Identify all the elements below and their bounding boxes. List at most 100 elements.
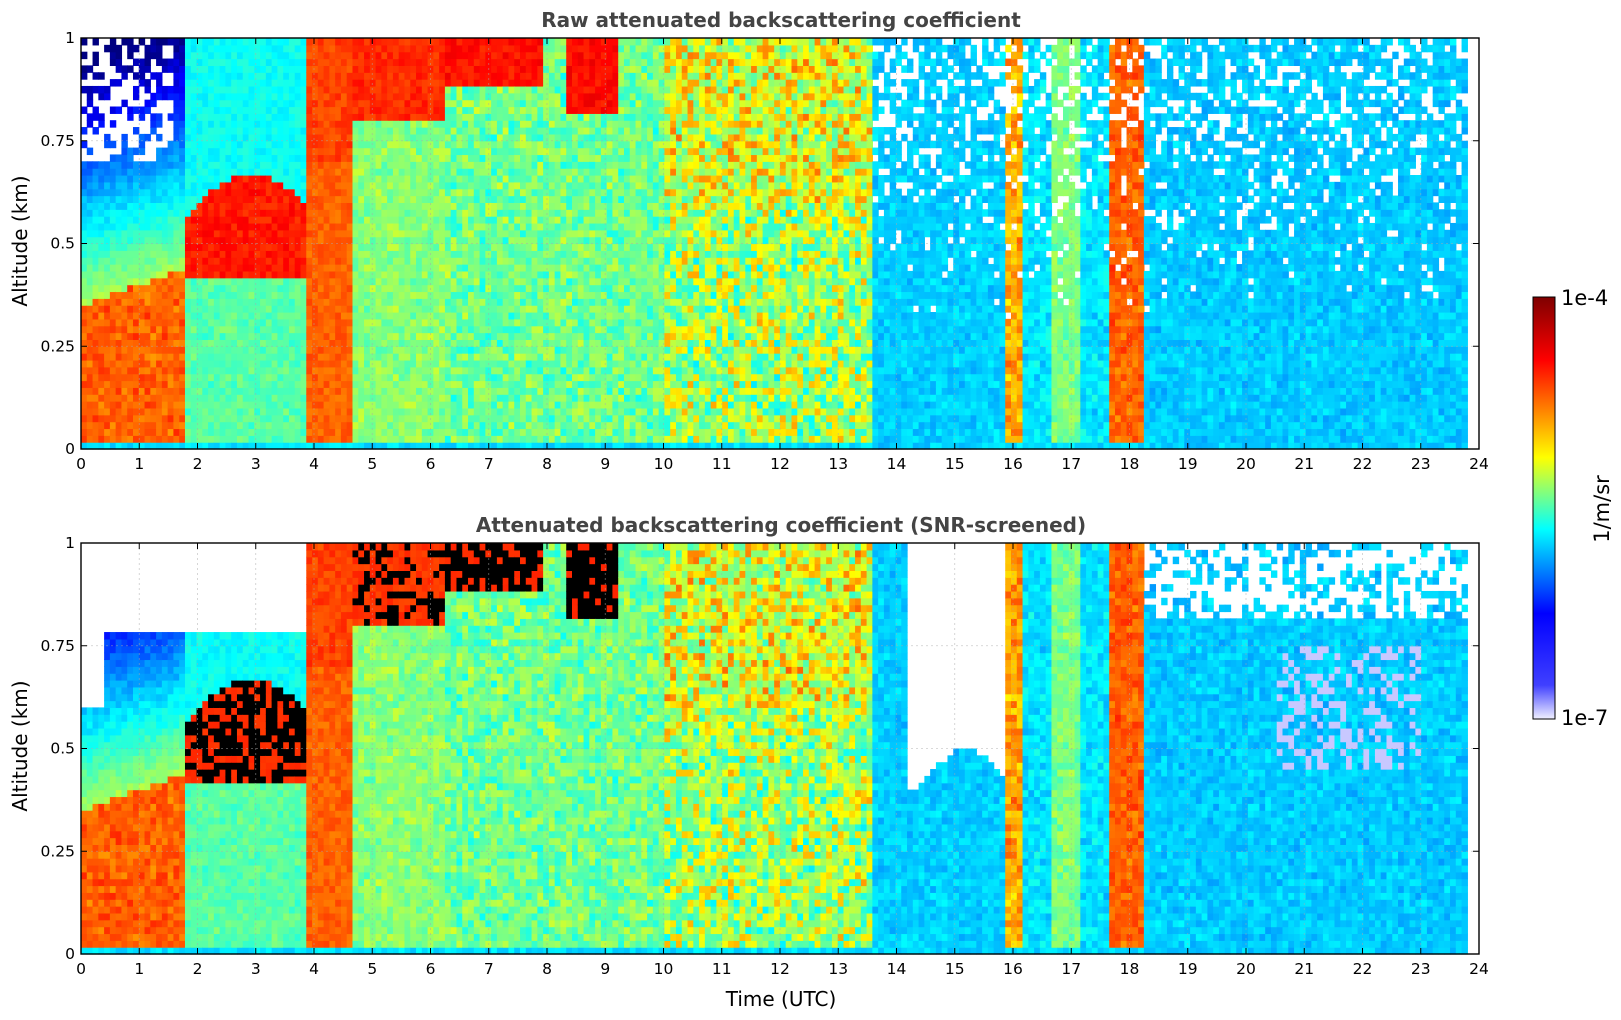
heatmap-cell [208, 216, 214, 223]
heatmap-cell [127, 387, 133, 394]
heatmap-cell [81, 65, 87, 72]
heatmap-cell [191, 120, 197, 127]
heatmap-cell [191, 59, 197, 66]
heatmap-cell [301, 367, 307, 374]
heatmap-cell [214, 305, 220, 312]
heatmap-cell [116, 168, 122, 175]
heatmap-cell [266, 319, 272, 326]
heatmap-cell [376, 367, 382, 374]
heatmap-cell [566, 264, 572, 271]
heatmap-cell [145, 305, 151, 312]
heatmap-cell [208, 38, 214, 45]
heatmap-cell [433, 86, 439, 93]
heatmap-cell [231, 216, 237, 223]
heatmap-cell [324, 59, 330, 66]
heatmap-cell [283, 216, 289, 223]
heatmap-cell [312, 237, 318, 244]
heatmap-cell [237, 127, 243, 134]
heatmap-cell [508, 408, 514, 415]
heatmap-cell [214, 72, 220, 79]
heatmap-cell [381, 189, 387, 196]
heatmap-cell [110, 298, 116, 305]
heatmap-cell [81, 298, 87, 305]
heatmap-cell [249, 59, 255, 66]
heatmap-cell [526, 107, 532, 114]
heatmap-cell [526, 223, 532, 230]
heatmap-cell [116, 387, 122, 394]
heatmap-cell [260, 134, 266, 141]
heatmap-cell [324, 148, 330, 155]
heatmap-cell [208, 72, 214, 79]
heatmap-cell [179, 312, 185, 319]
heatmap-cell [104, 312, 110, 319]
heatmap-cell [324, 209, 330, 216]
heatmap-cell [324, 346, 330, 353]
heatmap-cell [439, 189, 445, 196]
heatmap-cell [560, 394, 566, 401]
heatmap-cell [416, 141, 422, 148]
heatmap-cell [549, 127, 555, 134]
heatmap-cell [335, 374, 341, 381]
heatmap-cell [514, 209, 520, 216]
heatmap-cell [249, 271, 255, 278]
heatmap-cell [156, 223, 162, 230]
heatmap-cell [520, 93, 526, 100]
heatmap-cell [231, 285, 237, 292]
heatmap-cell [266, 257, 272, 264]
heatmap-cell [139, 271, 145, 278]
heatmap-cell [277, 271, 283, 278]
heatmap-cell [560, 244, 566, 251]
heatmap-cell [214, 291, 220, 298]
heatmap-cell [324, 374, 330, 381]
heatmap-cell [202, 120, 208, 127]
heatmap-cell [572, 312, 578, 319]
heatmap-cell [543, 435, 549, 442]
heatmap-cell [329, 250, 335, 257]
heatmap-cell [272, 285, 278, 292]
heatmap-cell [468, 209, 474, 216]
heatmap-cell [410, 339, 416, 346]
heatmap-cell [289, 113, 295, 120]
heatmap-cell [520, 202, 526, 209]
heatmap-cell [497, 223, 503, 230]
heatmap-cell [127, 113, 133, 120]
heatmap-cell [508, 305, 514, 312]
heatmap-cell [451, 72, 457, 79]
heatmap-cell [335, 107, 341, 114]
heatmap-cell [104, 182, 110, 189]
heatmap-cell [98, 271, 104, 278]
heatmap-cell [393, 209, 399, 216]
heatmap-cell [387, 394, 393, 401]
heatmap-cell [254, 422, 260, 429]
heatmap-cell [526, 230, 532, 237]
heatmap-cell [266, 387, 272, 394]
heatmap-cell [468, 278, 474, 285]
heatmap-cell [456, 202, 462, 209]
heatmap-cell [179, 387, 185, 394]
heatmap-cell [139, 401, 145, 408]
heatmap-cell [433, 223, 439, 230]
heatmap-cell [289, 312, 295, 319]
heatmap-cell [98, 408, 104, 415]
heatmap-cell [508, 127, 514, 134]
heatmap-cell [358, 394, 364, 401]
heatmap-cell [150, 257, 156, 264]
heatmap-cell [555, 154, 561, 161]
heatmap-cell [225, 387, 231, 394]
heatmap-cell [277, 154, 283, 161]
heatmap-cell [341, 38, 347, 45]
heatmap-cell [514, 216, 520, 223]
heatmap-cell [116, 408, 122, 415]
heatmap-cell [301, 298, 307, 305]
heatmap-cell [173, 230, 179, 237]
heatmap-cell [329, 86, 335, 93]
heatmap-cell [243, 353, 249, 360]
heatmap-cell [208, 107, 214, 114]
heatmap-cell [260, 394, 266, 401]
heatmap-cell [254, 127, 260, 134]
heatmap-cell [168, 408, 174, 415]
heatmap-cell [243, 120, 249, 127]
heatmap-cell [121, 367, 127, 374]
heatmap-cell [393, 168, 399, 175]
heatmap-cell [197, 237, 203, 244]
